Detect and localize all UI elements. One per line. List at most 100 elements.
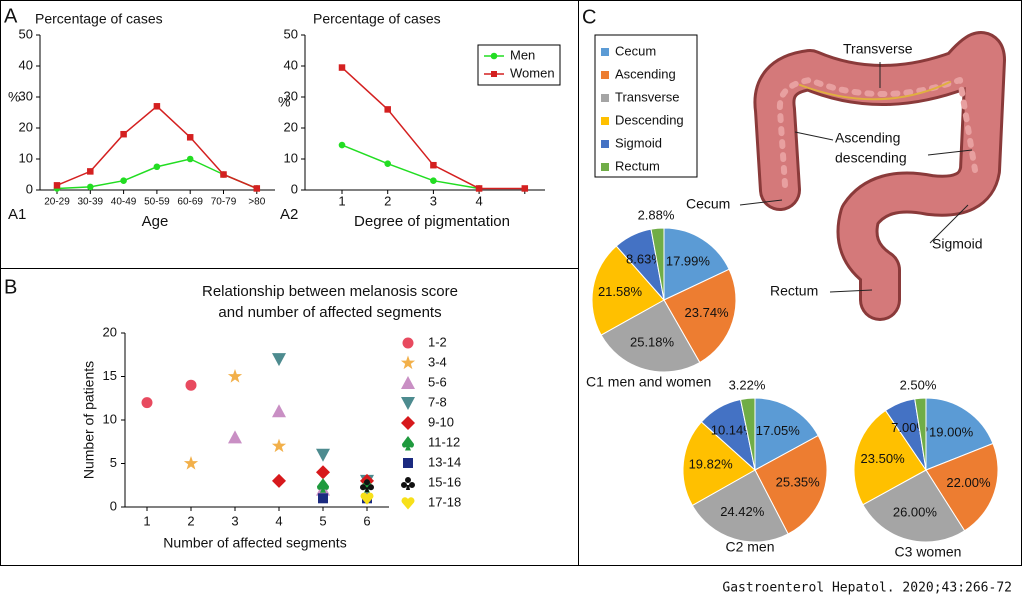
slice-label: 25.35% xyxy=(776,474,821,489)
pie-label: C1 men and women xyxy=(586,374,711,390)
y-tick-label: 0 xyxy=(110,498,117,513)
x-tick-label: 2 xyxy=(384,193,391,208)
point xyxy=(430,177,437,184)
legend-swatch xyxy=(601,140,609,148)
legend-marker xyxy=(401,376,415,389)
slice-label: 19.82% xyxy=(689,457,734,472)
legend-label: Transverse xyxy=(615,89,680,104)
point xyxy=(185,379,197,391)
point xyxy=(120,130,127,138)
point xyxy=(141,397,153,409)
chart-title: Percentage of cases xyxy=(313,11,441,27)
y-tick-label: 50 xyxy=(19,26,33,41)
y-tick-label: 50 xyxy=(284,26,298,41)
slice-label: 3.22% xyxy=(729,377,766,392)
pie-label: C2 men xyxy=(725,539,774,555)
y-tick-label: 20 xyxy=(284,119,298,134)
point xyxy=(53,182,61,189)
citation: Gastroenterol Hepatol. 2020;43:266-72 xyxy=(722,581,1012,596)
series-line xyxy=(56,158,258,190)
legend-label: 15-16 xyxy=(428,474,461,489)
point xyxy=(183,456,199,470)
chart-title: Percentage of cases xyxy=(35,11,163,27)
legend-label: 9-10 xyxy=(428,414,454,429)
y-tick-label: 30 xyxy=(284,88,298,103)
legend-swatch xyxy=(601,163,609,171)
y-tick-label: 10 xyxy=(103,411,117,426)
x-tick-label: 1 xyxy=(338,193,345,208)
chart-title: and number of affected segments xyxy=(218,304,441,321)
slice-label: 2.88% xyxy=(638,207,675,222)
anatomy-label: Cecum xyxy=(686,196,730,212)
point xyxy=(153,163,161,171)
legend-marker xyxy=(401,397,415,410)
legend-marker xyxy=(403,458,413,468)
x-tick-label: 70-79 xyxy=(211,197,237,208)
legend-marker xyxy=(400,355,416,370)
legend-marker xyxy=(490,52,498,60)
anatomy-label: Transverse xyxy=(843,41,913,57)
legend-marker xyxy=(401,416,415,430)
pie-slice xyxy=(600,299,701,373)
panel-label: A xyxy=(4,5,18,27)
anatomy-label: Ascending xyxy=(835,130,900,146)
point xyxy=(316,465,330,480)
slice-label: 25.18% xyxy=(630,334,675,349)
series-line xyxy=(56,105,258,190)
legend-marker xyxy=(401,497,415,510)
pie-slice xyxy=(914,397,927,471)
legend-swatch xyxy=(601,71,609,79)
x-axis-label: Degree of pigmentation xyxy=(354,213,510,230)
point xyxy=(153,103,161,110)
pie-slice xyxy=(682,421,756,507)
x-tick-label: 30-39 xyxy=(78,197,104,208)
y-tick-label: 0 xyxy=(26,181,33,196)
slice-label: 17.99% xyxy=(666,254,711,269)
pie-slice xyxy=(853,409,927,506)
point xyxy=(253,185,261,192)
point xyxy=(430,161,437,169)
pie-slice xyxy=(754,434,828,535)
slice-label: 8.63% xyxy=(626,251,663,266)
panel-label: C xyxy=(582,6,596,28)
figure-border xyxy=(0,0,1022,566)
legend-label: 13-14 xyxy=(428,454,461,469)
pie-slice xyxy=(663,227,730,301)
point xyxy=(272,473,286,488)
legend-label: 3-4 xyxy=(428,354,447,369)
point xyxy=(186,134,194,141)
x-tick-label: 2 xyxy=(187,513,194,528)
colon-illustration xyxy=(753,31,1006,321)
x-tick-label: 4 xyxy=(275,513,282,528)
legend-label: Rectum xyxy=(615,158,660,173)
x-tick-label: 1 xyxy=(143,513,150,528)
legend-label: Ascending xyxy=(615,66,676,81)
pie-slice xyxy=(862,469,966,543)
legend-swatch xyxy=(601,94,609,102)
legend-box xyxy=(477,44,561,86)
legend-marker xyxy=(401,477,415,490)
y-tick-label: 10 xyxy=(284,150,298,165)
legend-label: 5-6 xyxy=(428,374,447,389)
y-tick-label: 30 xyxy=(19,88,33,103)
x-tick-label: 3 xyxy=(231,513,238,528)
point xyxy=(384,106,391,113)
point xyxy=(120,177,127,184)
legend-label: 11-12 xyxy=(428,434,460,449)
legend-label: Cecum xyxy=(615,43,656,58)
y-tick-label: 5 xyxy=(110,455,117,470)
x-tick-label: 3 xyxy=(430,193,437,208)
pie-slice xyxy=(663,268,737,364)
legend-label: 7-8 xyxy=(428,394,447,409)
anatomy-label: descending xyxy=(835,150,907,166)
point xyxy=(228,430,242,444)
point xyxy=(317,478,329,493)
legend-label: 17-18 xyxy=(428,494,461,509)
y-tick-label: 20 xyxy=(103,324,117,339)
slice-label: 10.14% xyxy=(711,423,756,438)
pie-label: C3 women xyxy=(895,544,962,560)
legend-marker xyxy=(402,436,414,451)
legend-label: Women xyxy=(510,65,555,80)
point xyxy=(186,155,194,163)
